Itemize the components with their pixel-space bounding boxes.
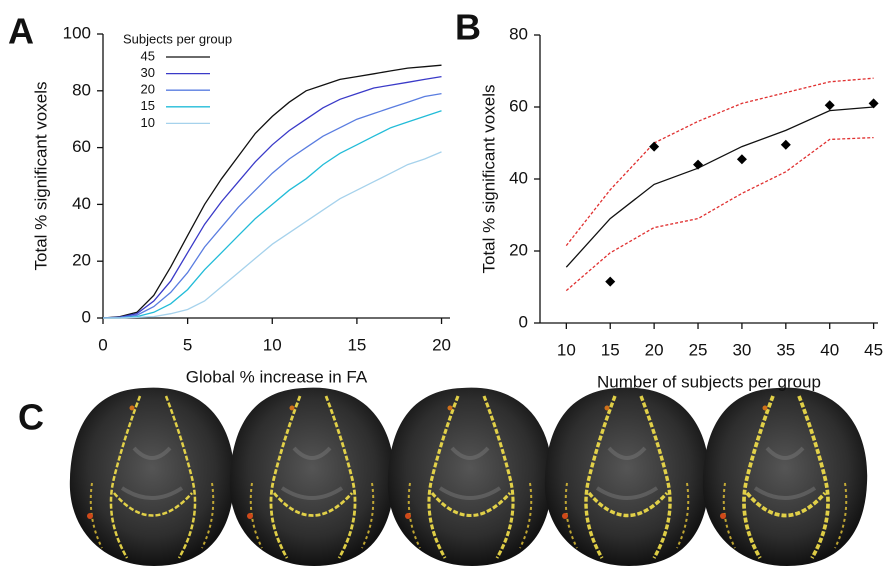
x-tick-label: 10 — [263, 335, 282, 354]
series-line — [102, 92, 442, 319]
series-line — [102, 64, 442, 319]
tract-spot — [247, 513, 253, 519]
tract — [269, 395, 357, 559]
tract-spot — [762, 405, 768, 411]
tract-side — [564, 482, 690, 549]
data-point — [649, 141, 660, 152]
x-tick-label: 0 — [98, 335, 107, 354]
tract — [584, 395, 672, 559]
data-point — [605, 276, 616, 287]
y-tick-label: 80 — [72, 80, 91, 99]
y-tick-label: 80 — [509, 24, 528, 43]
tract-side — [722, 482, 848, 549]
data-point — [824, 100, 835, 111]
x-tick-label: 30 — [732, 340, 751, 359]
tract-side — [407, 482, 533, 549]
y-tick-label: 40 — [72, 194, 91, 213]
x-tick-label: 20 — [645, 340, 664, 359]
x-tick-label: 40 — [820, 340, 839, 359]
tract — [427, 395, 515, 559]
series-line — [565, 77, 874, 247]
tract-side — [249, 482, 375, 549]
x-tick-label: 20 — [432, 335, 451, 354]
x-tick-label: 5 — [183, 335, 192, 354]
legend-label: 20 — [141, 82, 155, 97]
x-tick-label: 15 — [601, 340, 620, 359]
data-point — [736, 154, 747, 165]
x-tick-label: 15 — [347, 335, 366, 354]
ventricle — [753, 446, 817, 500]
series-line — [565, 106, 874, 268]
x-tick-label: 35 — [776, 340, 795, 359]
brain-images — [69, 387, 868, 566]
brain — [387, 387, 553, 566]
ventricle — [120, 446, 184, 500]
x-axis-label: Number of subjects per group — [597, 372, 821, 391]
brain — [702, 387, 868, 566]
tract-spot — [604, 405, 610, 411]
legend-label: 15 — [141, 98, 155, 113]
tract-spot — [562, 513, 568, 519]
brain — [229, 387, 395, 566]
y-tick-label: 40 — [509, 168, 528, 187]
tract — [742, 395, 830, 559]
series-line — [102, 75, 442, 319]
legend-label: 10 — [141, 115, 155, 130]
x-tick-label: 45 — [864, 340, 883, 359]
ventricle — [280, 446, 344, 500]
y-tick-label: 20 — [72, 251, 91, 270]
y-tick-label: 60 — [509, 96, 528, 115]
data-point — [780, 139, 791, 150]
x-axis-label: Global % increase in FA — [186, 367, 368, 386]
legend-label: 45 — [141, 48, 155, 63]
panel-label: A — [8, 11, 34, 52]
ventricle — [438, 446, 502, 500]
y-tick-label: 0 — [82, 307, 91, 326]
tract-spot — [129, 405, 135, 411]
tract-side — [89, 482, 215, 549]
tract — [109, 395, 197, 559]
brain — [544, 387, 710, 566]
y-axis-label: Total % significant voxels — [479, 85, 498, 274]
y-tick-label: 100 — [63, 23, 91, 42]
ventricle — [595, 446, 659, 500]
x-tick-label: 10 — [557, 340, 576, 359]
tract-spot — [289, 405, 295, 411]
data-point — [868, 98, 879, 109]
panel-label: C — [18, 397, 44, 438]
series-line — [103, 151, 442, 319]
y-axis-label: Total % significant voxels — [31, 82, 50, 271]
y-tick-label: 20 — [509, 240, 528, 259]
y-tick-label: 0 — [519, 312, 528, 331]
legend-title: Subjects per group — [123, 31, 232, 46]
legend-label: 30 — [141, 65, 155, 80]
data-point — [693, 159, 704, 170]
panel-label: B — [455, 7, 481, 48]
tract-spot — [447, 405, 453, 411]
series-line — [103, 110, 442, 319]
series-line — [565, 136, 874, 292]
x-tick-label: 25 — [689, 340, 708, 359]
tract-spot — [720, 513, 726, 519]
brain — [69, 387, 235, 566]
y-tick-label: 60 — [72, 137, 91, 156]
tract-spot — [87, 513, 93, 519]
tract-spot — [405, 513, 411, 519]
